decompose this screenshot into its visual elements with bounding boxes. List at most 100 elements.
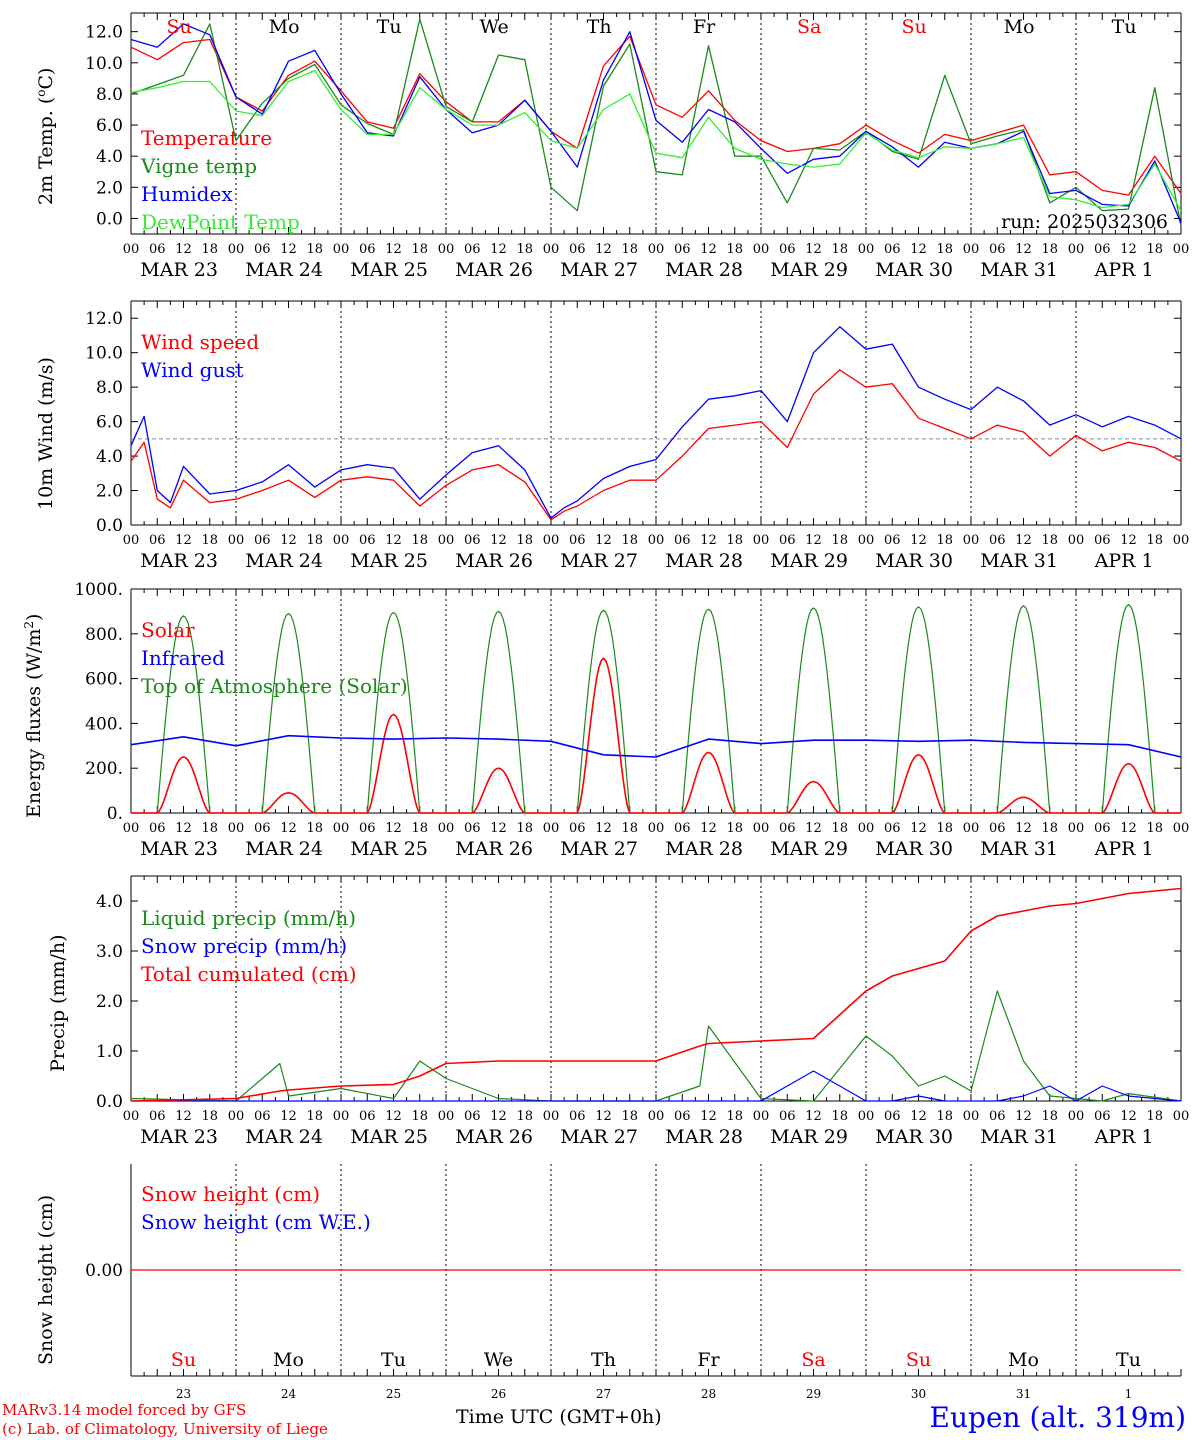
legend-entry: Snow height (cm W.E.) <box>141 1210 371 1234</box>
series-line-wind-gust <box>130 326 1182 519</box>
hour-label: 18 <box>726 242 743 257</box>
superscript-2: 2 <box>22 621 36 629</box>
hour-label: 00 <box>1068 1109 1085 1124</box>
hour-label: 18 <box>831 1109 848 1124</box>
y-tick-label: 4.0 <box>96 147 123 167</box>
hour-label: 18 <box>1146 1109 1163 1124</box>
hour-label: 18 <box>306 821 323 836</box>
hour-label: 00 <box>438 821 455 836</box>
date-label: APR 1 <box>1094 259 1154 281</box>
hour-label: 00 <box>753 533 770 548</box>
hour-label: 00 <box>438 1109 455 1124</box>
date-label: MAR 29 <box>770 259 848 281</box>
hour-label: 06 <box>254 821 271 836</box>
run-annotation: run: 2025032306 <box>1001 211 1168 233</box>
hour-label: 00 <box>123 242 140 257</box>
hour-label: 06 <box>359 821 376 836</box>
legend-entry: Temperature <box>141 126 272 150</box>
day-name-label: Tu <box>377 16 402 38</box>
hour-label: 18 <box>411 533 428 548</box>
hour-label: 00 <box>123 821 140 836</box>
hour-label: 12 <box>700 242 717 257</box>
day-number-label: 24 <box>281 1387 297 1401</box>
hour-label: 12 <box>1015 533 1032 548</box>
hour-label: 00 <box>1068 242 1085 257</box>
hour-label: 12 <box>1120 1109 1137 1124</box>
hour-label: 00 <box>543 821 560 836</box>
day-name-label: Su <box>901 16 926 38</box>
hour-label: 06 <box>569 821 586 836</box>
hour-label: 06 <box>1094 533 1111 548</box>
hour-label: 18 <box>516 533 533 548</box>
y-tick-label: 4.0 <box>96 447 123 467</box>
hour-label: 12 <box>910 242 927 257</box>
hour-label: 00 <box>963 533 980 548</box>
date-label: MAR 31 <box>980 550 1058 572</box>
hour-label: 06 <box>359 1109 376 1124</box>
hour-label: 12 <box>595 1109 612 1124</box>
hour-label: 12 <box>805 1109 822 1124</box>
hour-label: 06 <box>254 533 271 548</box>
day-number-label: 29 <box>806 1387 821 1401</box>
hour-label: 00 <box>438 242 455 257</box>
day-name-label: Sa <box>801 1349 825 1371</box>
hour-label: 06 <box>464 533 481 548</box>
hour-label: 18 <box>306 242 323 257</box>
hour-label: 06 <box>674 533 691 548</box>
hour-label: 12 <box>385 1109 402 1124</box>
day-name-label: We <box>480 16 509 38</box>
legend-entry: Infrared <box>141 646 225 670</box>
hour-label: 06 <box>674 242 691 257</box>
day-number-label: 1 <box>1125 1387 1133 1401</box>
date-label: MAR 24 <box>245 259 323 281</box>
y-tick-label: 10.0 <box>85 54 123 74</box>
y-tick-label: 0.00 <box>85 1261 123 1281</box>
date-label: MAR 30 <box>875 838 953 860</box>
y-axis-title: 2m Temp. (oC) <box>34 68 57 205</box>
hour-label: 06 <box>884 1109 901 1124</box>
hour-label: 18 <box>1041 821 1058 836</box>
hour-label: 12 <box>385 242 402 257</box>
hour-label: 12 <box>595 242 612 257</box>
day-name-label: Sa <box>797 16 821 38</box>
y-tick-label: 12.0 <box>85 309 123 329</box>
y-axis-title: Snow height (cm) <box>35 1195 57 1365</box>
date-label: MAR 31 <box>980 838 1058 860</box>
hour-label: 12 <box>700 533 717 548</box>
hour-label: 00 <box>753 821 770 836</box>
hour-label: 06 <box>569 242 586 257</box>
hour-label: 18 <box>201 1109 218 1124</box>
hour-label: 00 <box>753 242 770 257</box>
day-number-label: 26 <box>491 1387 506 1401</box>
day-name-label: Tu <box>1116 1349 1141 1371</box>
date-label: MAR 25 <box>350 550 428 572</box>
hour-label: 12 <box>1120 533 1137 548</box>
hour-label: 00 <box>648 242 665 257</box>
hour-label: 12 <box>385 533 402 548</box>
hour-label: 06 <box>1094 1109 1111 1124</box>
hour-label: 12 <box>595 821 612 836</box>
hour-label: 00 <box>858 821 875 836</box>
hour-label: 00 <box>1173 821 1190 836</box>
hour-label: 12 <box>1015 242 1032 257</box>
hour-label: 00 <box>543 242 560 257</box>
date-label: MAR 29 <box>770 838 848 860</box>
hour-label: 06 <box>149 242 166 257</box>
hour-label: 12 <box>385 821 402 836</box>
hour-label: 18 <box>411 1109 428 1124</box>
hour-label: 18 <box>831 821 848 836</box>
hour-label: 00 <box>228 1109 245 1124</box>
hour-label: 18 <box>1146 821 1163 836</box>
station-label: Eupen (alt. 319m) <box>929 1401 1186 1434</box>
y-tick-label: 1000. <box>74 580 123 600</box>
hour-label: 06 <box>989 242 1006 257</box>
hour-label: 12 <box>700 1109 717 1124</box>
hour-label: 18 <box>1041 1109 1058 1124</box>
date-label: MAR 28 <box>665 259 743 281</box>
hour-label: 18 <box>1041 533 1058 548</box>
hour-label: 12 <box>490 821 507 836</box>
hour-label: 00 <box>1173 1109 1190 1124</box>
hour-label: 18 <box>621 533 638 548</box>
hour-label: 18 <box>936 1109 953 1124</box>
date-label: MAR 26 <box>455 550 533 572</box>
